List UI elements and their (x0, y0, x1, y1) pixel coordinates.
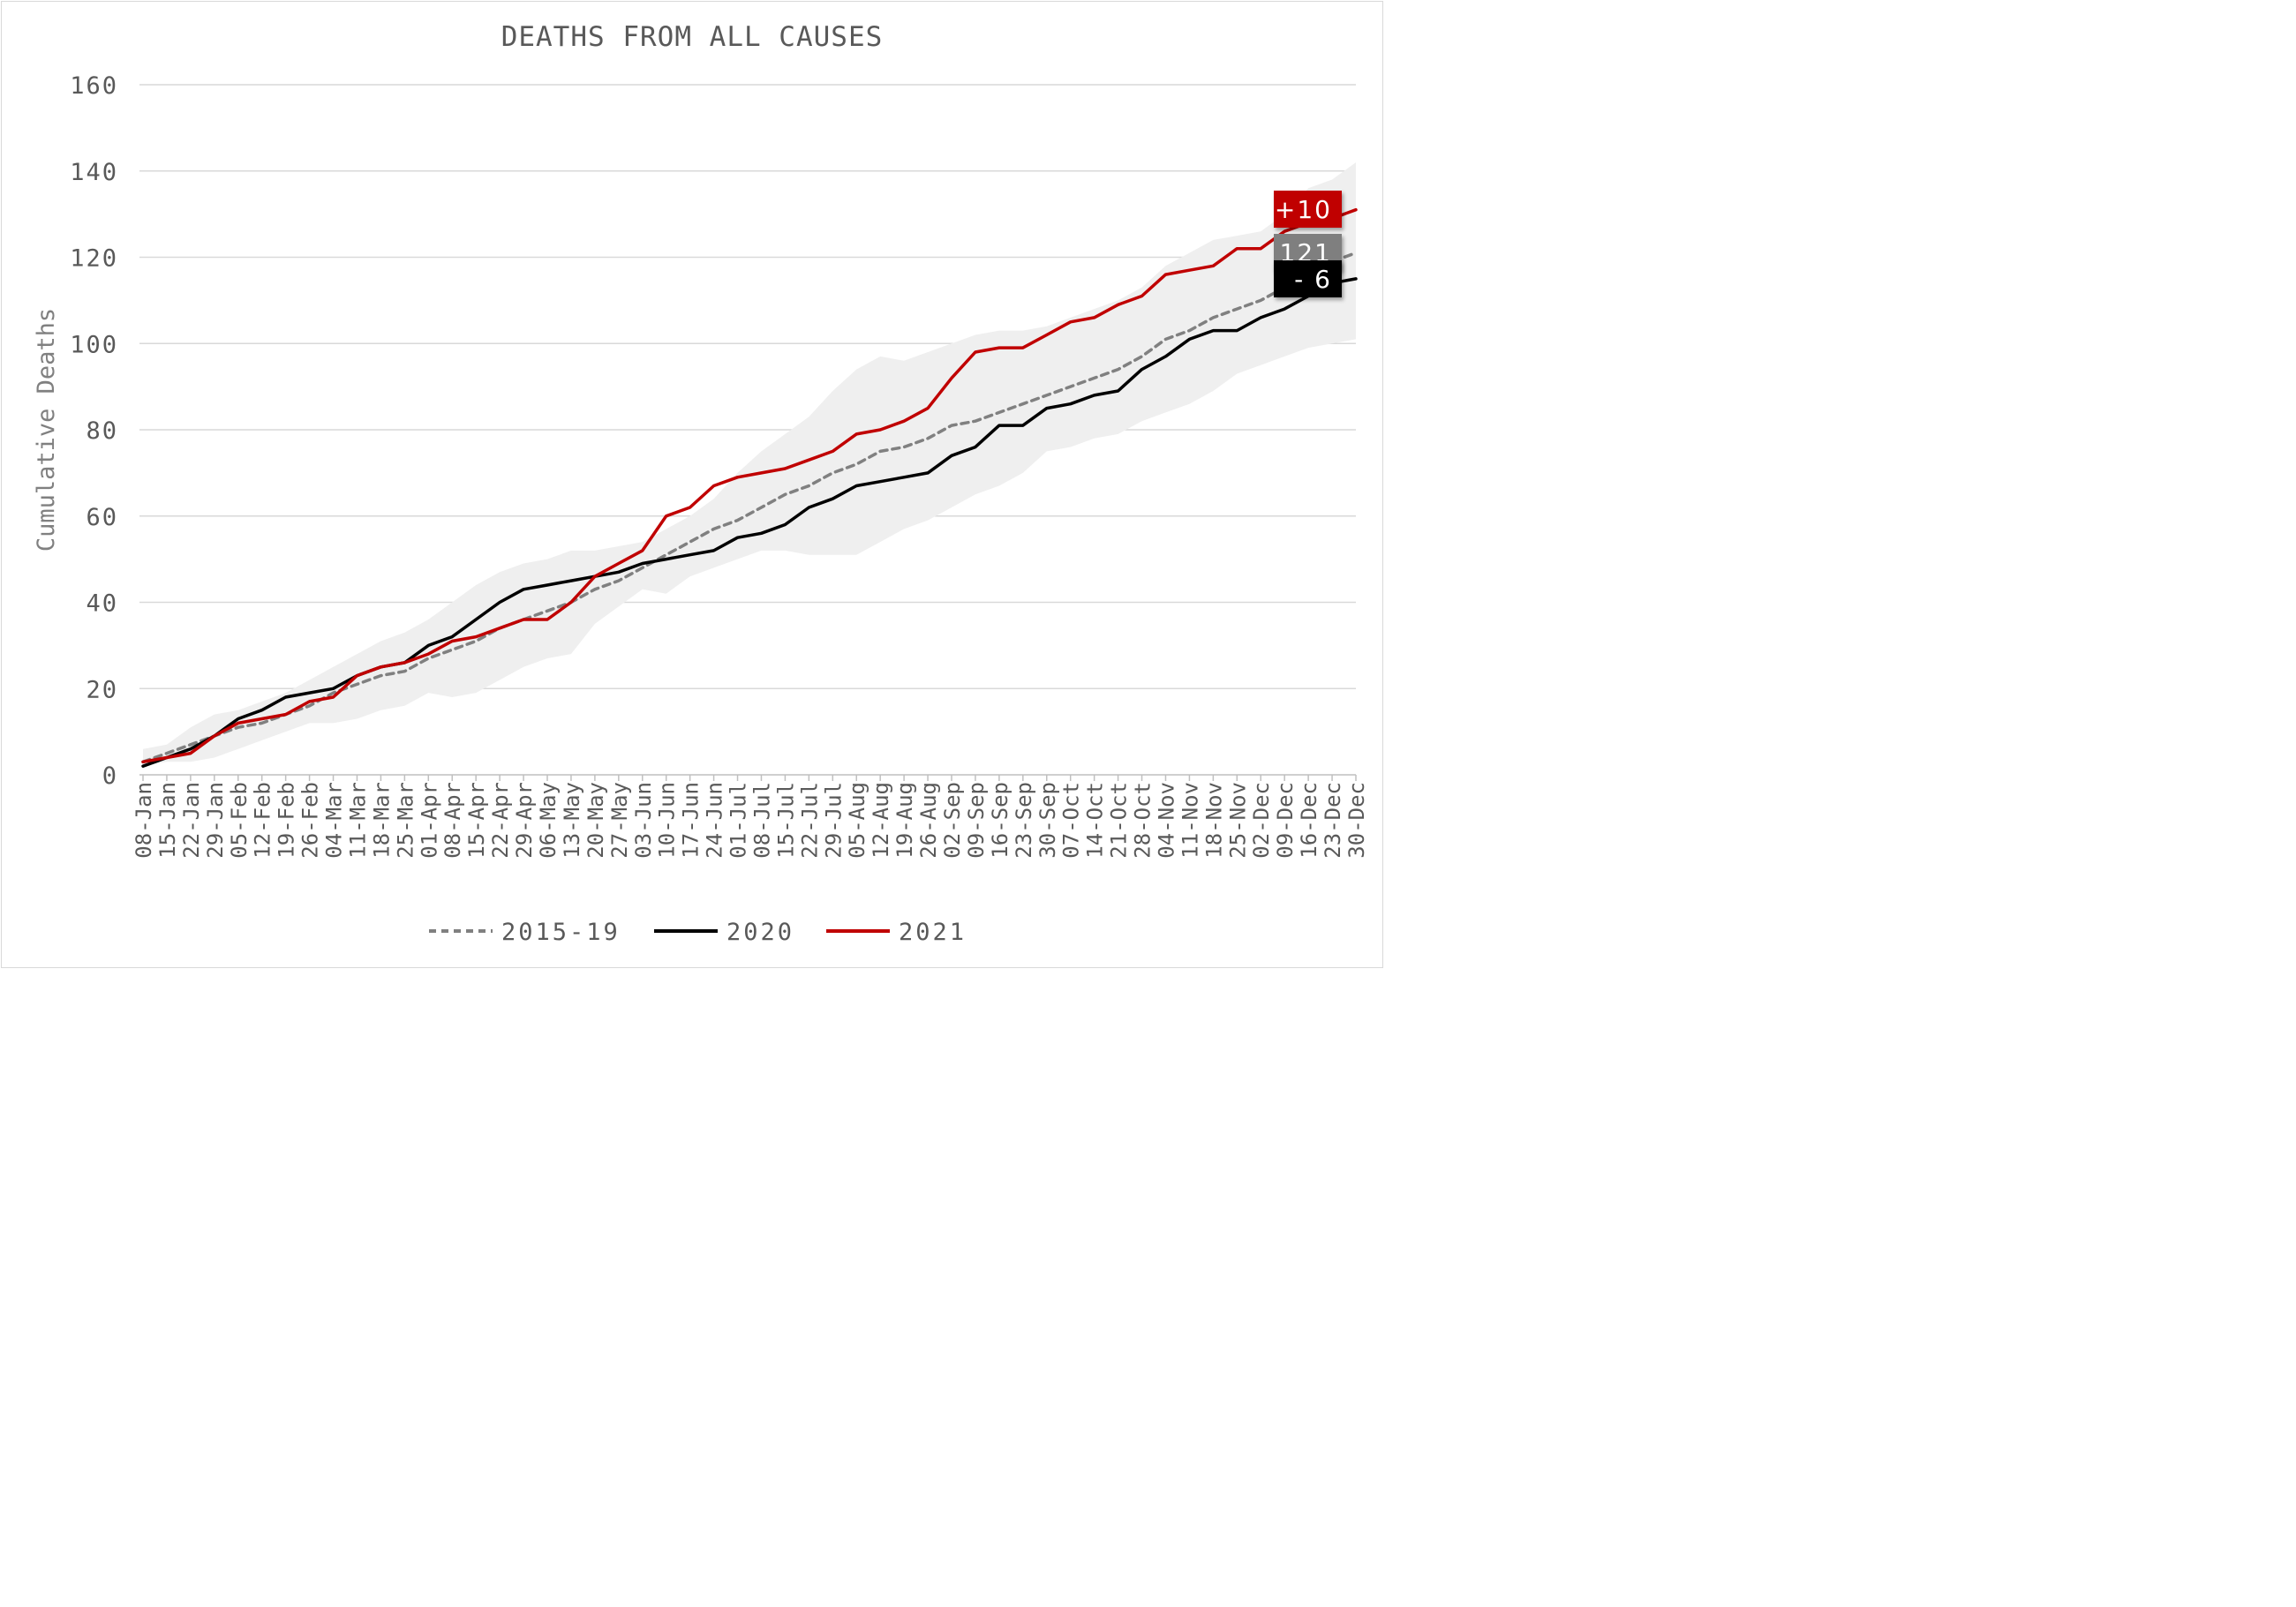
x-tick-label: 18-Mar (369, 782, 394, 859)
x-tick-label: 09-Sep (964, 782, 989, 859)
range-band-area (143, 162, 1356, 767)
x-tick-label: 12-Aug (869, 782, 893, 859)
legend: 2015-19 2020 2021 (429, 919, 967, 946)
x-tick-label: 19-Feb (275, 782, 299, 859)
y-tick-140: 140 (70, 159, 118, 186)
x-tick-label: 10-Jun (655, 782, 680, 859)
annotation-2021: +10 (1274, 191, 1342, 228)
x-tick-label: 08-Jan (132, 782, 156, 859)
x-tick-label: 16-Dec (1297, 782, 1321, 859)
x-tick-label: 06-May (536, 782, 561, 859)
x-tick-label: 11-Nov (1178, 782, 1202, 859)
x-tick-label: 22-Jan (179, 782, 204, 859)
x-tick-label: 29-Jan (203, 782, 228, 859)
x-tick-label: 23-Sep (1012, 782, 1036, 859)
range-band (143, 162, 1356, 767)
x-tick-label: 13-May (560, 782, 584, 859)
x-tick-label: 03-Jun (631, 782, 656, 859)
x-tick-label: 18-Nov (1201, 782, 1226, 859)
x-tick-label: 26-Aug (916, 782, 941, 859)
series-lines (141, 207, 1358, 768)
y-tick-40: 40 (86, 590, 118, 618)
legend-label-2015-19: 2015-19 (501, 919, 621, 946)
x-tick-label: 17-Jun (679, 782, 704, 859)
legend-label-2020: 2020 (726, 919, 794, 946)
x-tick-label: 09-Dec (1273, 782, 1298, 859)
y-tick-80: 80 (86, 417, 118, 445)
x-tick-label: 29-Jul (821, 782, 846, 859)
y-tick-60: 60 (86, 504, 118, 531)
y-tick-0: 0 (102, 762, 118, 790)
x-tick-label: 04-Nov (1155, 782, 1179, 859)
x-tick-label: 05-Feb (227, 782, 252, 859)
x-tick-label: 16-Sep (988, 782, 1012, 859)
chart-title: DEATHS FROM ALL CAUSES (501, 21, 884, 53)
x-tick-label: 23-Dec (1321, 782, 1345, 859)
x-tick-label: 27-May (607, 782, 632, 859)
x-tick-label: 30-Dec (1344, 782, 1369, 859)
x-tick-label: 02-Dec (1249, 782, 1274, 859)
y-tick-labels: 0 20 40 60 80 100 120 140 160 (70, 72, 118, 790)
x-tick-label: 28-Oct (1131, 782, 1156, 859)
x-tick-label: 30-Sep (1035, 782, 1060, 859)
x-tick-label: 11-Mar (346, 782, 371, 859)
x-tick-label: 05-Aug (845, 782, 869, 859)
series-line-2015-19 (141, 251, 1358, 764)
legend-label-2021: 2021 (899, 919, 967, 946)
x-axis (139, 774, 1357, 781)
x-tick-label: 14-Oct (1083, 782, 1108, 859)
x-tick-label: 29-Apr (512, 782, 537, 859)
y-tick-120: 120 (70, 245, 118, 273)
y-tick-20: 20 (86, 676, 118, 703)
x-tick-label: 02-Sep (940, 782, 965, 859)
x-tick-label: 15-Apr (464, 782, 489, 859)
x-tick-label: 01-Apr (417, 782, 441, 859)
x-tick-label: 21-Oct (1107, 782, 1132, 859)
x-tick-label: 01-Jul (726, 782, 751, 859)
annotation-2020: - 6 (1274, 260, 1342, 297)
x-tick-label: 26-Feb (298, 782, 323, 859)
y-tick-100: 100 (70, 331, 118, 358)
y-axis-label: Cumulative Deaths (33, 308, 60, 552)
y-tick-160: 160 (70, 72, 118, 100)
x-tick-label: 19-Aug (892, 782, 917, 859)
chart-frame (1, 1, 1383, 968)
x-tick-label: 24-Jun (703, 782, 727, 859)
annotation-text: - 6 (1294, 265, 1332, 294)
x-tick-label: 08-Jul (750, 782, 775, 859)
deaths-chart: DEATHS FROM ALL CAUSES Cumulative Deaths… (33, 21, 1369, 946)
x-tick-label: 22-Apr (488, 782, 513, 859)
series-line-2020 (141, 277, 1358, 768)
annotation-box (1274, 260, 1342, 297)
annotation-box (1274, 191, 1342, 228)
x-tick-label: 20-May (583, 782, 608, 859)
x-tick-label: 25-Nov (1225, 782, 1250, 859)
x-tick-label: 15-Jul (773, 782, 798, 859)
x-tick-label: 12-Feb (251, 782, 275, 859)
x-tick-label: 04-Mar (322, 782, 347, 859)
x-tick-label: 07-Oct (1059, 782, 1084, 859)
x-tick-label: 15-Jan (155, 782, 180, 859)
x-tick-label: 22-Jul (797, 782, 822, 859)
series-line-2021 (141, 207, 1358, 764)
x-tick-label: 08-Apr (440, 782, 465, 859)
x-tick-label: 25-Mar (393, 782, 418, 859)
annotation-text: +10 (1275, 195, 1332, 224)
